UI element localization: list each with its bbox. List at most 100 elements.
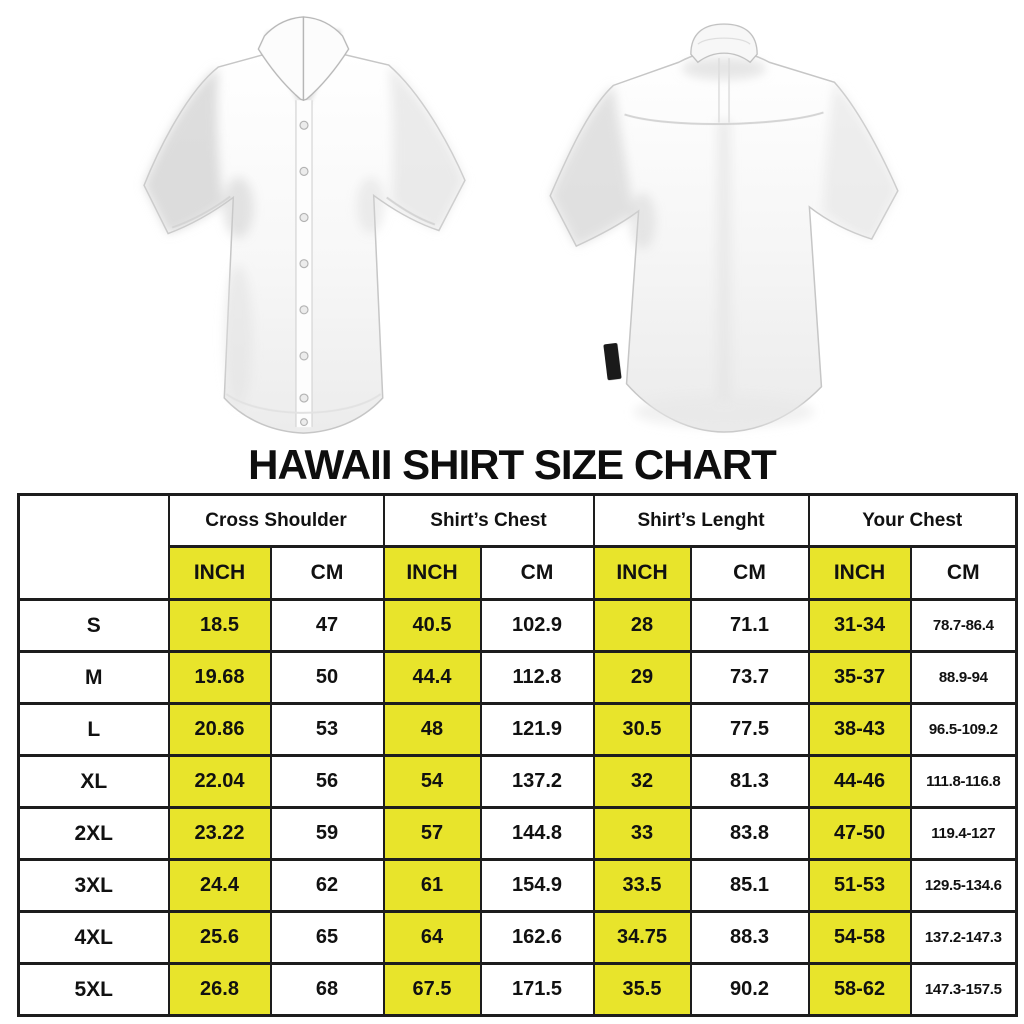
cell-shirts-length-cm: 83.8 (689, 806, 810, 861)
cell-shirts-chest-inch: 54 (382, 754, 482, 809)
unit-inch: INCH (807, 545, 912, 601)
cell-shirts-length-cm: 81.3 (689, 754, 810, 809)
buttons (299, 120, 309, 426)
yoke-seam (624, 58, 824, 126)
table-row: M 19.68 50 44.4 112.8 29 73.7 35-37 88.9-94 (17, 650, 1018, 705)
shirt-front-image (143, 16, 466, 434)
table-row: S 18.5 47 40.5 102.9 28 71.1 31-34 78.7-86.4 (17, 598, 1018, 653)
size-label: L (17, 702, 170, 757)
cell-cross-shoulder-inch: 20.86 (167, 702, 272, 757)
cell-cross-shoulder-cm: 47 (269, 598, 385, 653)
cell-shirts-chest-inch: 48 (382, 702, 482, 757)
cell-shirts-chest-inch: 40.5 (382, 598, 482, 653)
cell-cross-shoulder-cm: 53 (269, 702, 385, 757)
table-row: 3XL 24.4 62 61 154.9 33.5 85.1 51-53 129.5-134.6 (17, 858, 1018, 913)
table-row: L 20.86 53 48 121.9 30.5 77.5 38-43 96.5-109.2 (17, 702, 1018, 757)
table-row: 4XL 25.6 65 64 162.6 34.75 88.3 54-58 137.2-147.… (17, 910, 1018, 965)
cell-your-chest-cm: 96.5-109.2 (909, 702, 1018, 757)
cell-cross-shoulder-inch: 25.6 (167, 910, 272, 965)
cell-shirts-chest-cm: 162.6 (479, 910, 595, 965)
cell-cross-shoulder-cm: 68 (269, 962, 385, 1017)
cell-shirts-length-cm: 85.1 (689, 858, 810, 913)
cell-shirts-chest-cm: 137.2 (479, 754, 595, 809)
cell-shirts-length-inch: 28 (592, 598, 692, 653)
corner-cell (17, 493, 170, 601)
collar-band (690, 23, 758, 64)
page-title: HAWAII SHIRT SIZE CHART (248, 441, 777, 488)
side-tag (603, 343, 622, 381)
size-chart-body: S 18.5 47 40.5 102.9 28 71.1 31-34 78.7-86.4 M 19.… (17, 598, 1018, 1017)
cell-cross-shoulder-cm: 50 (269, 650, 385, 705)
unit-header-row: INCH CM INCH CM INCH CM INCH CM (19, 545, 1018, 601)
cell-shirts-length-cm: 77.5 (689, 702, 810, 757)
cell-your-chest-cm: 111.8-116.8 (909, 754, 1018, 809)
table-row: 2XL 23.22 59 57 144.8 33 83.8 47-50 119.4-127 (17, 806, 1018, 861)
cell-your-chest-inch: 47-50 (807, 806, 912, 861)
cell-shirts-chest-inch: 61 (382, 858, 482, 913)
header-shirts-length: Shirt’s Lenght (592, 493, 810, 548)
cell-your-chest-cm: 88.9-94 (909, 650, 1018, 705)
unit-cm: CM (909, 545, 1018, 601)
cell-shirts-length-inch: 34.75 (592, 910, 692, 965)
cell-shirts-length-cm: 71.1 (689, 598, 810, 653)
cell-shirts-length-cm: 88.3 (689, 910, 810, 965)
cell-your-chest-inch: 31-34 (807, 598, 912, 653)
cell-shirts-length-inch: 35.5 (592, 962, 692, 1017)
cell-shirts-chest-cm: 121.9 (479, 702, 595, 757)
cell-your-chest-cm: 78.7-86.4 (909, 598, 1018, 653)
cell-shirts-chest-inch: 64 (382, 910, 482, 965)
cell-your-chest-inch: 51-53 (807, 858, 912, 913)
seams (171, 195, 436, 414)
unit-cm: CM (479, 545, 595, 601)
cell-cross-shoulder-inch: 23.22 (167, 806, 272, 861)
cell-your-chest-cm: 119.4-127 (909, 806, 1018, 861)
cell-your-chest-cm: 129.5-134.6 (909, 858, 1018, 913)
cell-your-chest-inch: 58-62 (807, 962, 912, 1017)
header-shirts-chest: Shirt’s Chest (382, 493, 595, 548)
cell-shirts-length-cm: 73.7 (689, 650, 810, 705)
size-label: 4XL (17, 910, 170, 965)
cell-your-chest-inch: 44-46 (807, 754, 912, 809)
cell-your-chest-cm: 137.2-147.3 (909, 910, 1018, 965)
cell-cross-shoulder-cm: 65 (269, 910, 385, 965)
cell-shirts-length-cm: 90.2 (689, 962, 810, 1017)
cell-cross-shoulder-inch: 18.5 (167, 598, 272, 653)
cell-shirts-length-inch: 33.5 (592, 858, 692, 913)
cell-cross-shoulder-cm: 59 (269, 806, 385, 861)
size-label: 5XL (17, 962, 170, 1017)
table-row: XL 22.04 56 54 137.2 32 81.3 44-46 111.8-116.8 (17, 754, 1018, 809)
unit-cm: CM (269, 545, 385, 601)
size-label: S (17, 598, 170, 653)
size-label: 2XL (17, 806, 170, 861)
size-label: XL (17, 754, 170, 809)
cell-shirts-length-inch: 32 (592, 754, 692, 809)
cell-your-chest-cm: 147.3-157.5 (909, 962, 1018, 1017)
unit-inch: INCH (592, 545, 692, 601)
table-row: 5XL 26.8 68 67.5 171.5 35.5 90.2 58-62 147.3-157… (17, 962, 1018, 1017)
size-chart-table: Cross Shoulder Shirt’s Chest Shirt’s Len… (17, 493, 1019, 1017)
cell-shirts-chest-cm: 171.5 (479, 962, 595, 1017)
cell-cross-shoulder-inch: 24.4 (167, 858, 272, 913)
collar (257, 16, 350, 102)
cell-shirts-length-inch: 30.5 (592, 702, 692, 757)
cell-shirts-chest-cm: 154.9 (479, 858, 595, 913)
cell-shirts-length-inch: 33 (592, 806, 692, 861)
cell-shirts-chest-cm: 102.9 (479, 598, 595, 653)
header-cross-shoulder: Cross Shoulder (167, 493, 385, 548)
cell-shirts-chest-inch: 44.4 (382, 650, 482, 705)
cell-your-chest-inch: 54-58 (807, 910, 912, 965)
unit-inch: INCH (167, 545, 272, 601)
cell-cross-shoulder-inch: 26.8 (167, 962, 272, 1017)
cell-cross-shoulder-cm: 56 (269, 754, 385, 809)
unit-cm: CM (689, 545, 810, 601)
cell-your-chest-inch: 38-43 (807, 702, 912, 757)
cell-shirts-chest-inch: 57 (382, 806, 482, 861)
unit-inch: INCH (382, 545, 482, 601)
cell-shirts-length-inch: 29 (592, 650, 692, 705)
cell-shirts-chest-cm: 144.8 (479, 806, 595, 861)
cell-cross-shoulder-inch: 22.04 (167, 754, 272, 809)
cell-shirts-chest-cm: 112.8 (479, 650, 595, 705)
cell-cross-shoulder-inch: 19.68 (167, 650, 272, 705)
header-your-chest: Your Chest (807, 493, 1018, 548)
cell-your-chest-inch: 35-37 (807, 650, 912, 705)
